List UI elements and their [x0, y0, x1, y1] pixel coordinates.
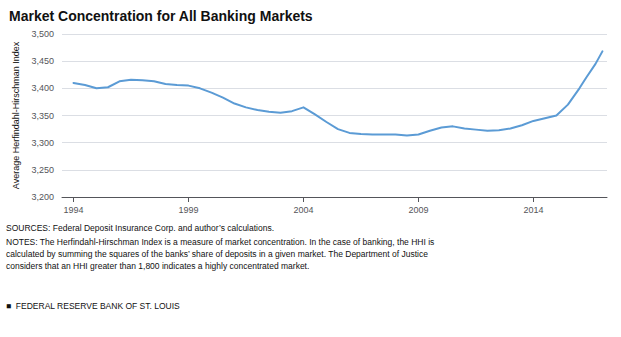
svg-text:2014: 2014 [523, 205, 543, 215]
svg-text:1999: 1999 [178, 205, 198, 215]
svg-text:3,350: 3,350 [31, 111, 54, 121]
svg-text:3,400: 3,400 [31, 83, 54, 93]
svg-text:■ FEDERAL RESERVE BANK OF ST.: ■ FEDERAL RESERVE BANK OF ST. LOUIS [6, 301, 180, 311]
svg-text:calculated by summing the squa: calculated by summing the squares of the… [6, 249, 428, 259]
svg-text:SOURCES: Federal Deposit Insur: SOURCES: Federal Deposit Insurance Corp.… [6, 223, 274, 233]
svg-text:2004: 2004 [293, 205, 313, 215]
svg-text:3,300: 3,300 [31, 138, 54, 148]
svg-text:3,200: 3,200 [31, 192, 54, 202]
svg-text:3,500: 3,500 [31, 29, 54, 39]
svg-text:considers that an HHI greater: considers that an HHI greater than 1,800… [6, 261, 309, 271]
svg-text:3,450: 3,450 [31, 56, 54, 66]
svg-text:NOTES: The Herfindahl-Hirschma: NOTES: The Herfindahl-Hirschman Index is… [6, 237, 434, 247]
svg-text:Average Herfindahl-Hirschman I: Average Herfindahl-Hirschman Index [11, 41, 21, 189]
svg-text:Market Concentration for All B: Market Concentration for All Banking Mar… [9, 8, 313, 24]
svg-text:3,250: 3,250 [31, 165, 54, 175]
svg-text:1994: 1994 [63, 205, 83, 215]
svg-text:2009: 2009 [408, 205, 428, 215]
